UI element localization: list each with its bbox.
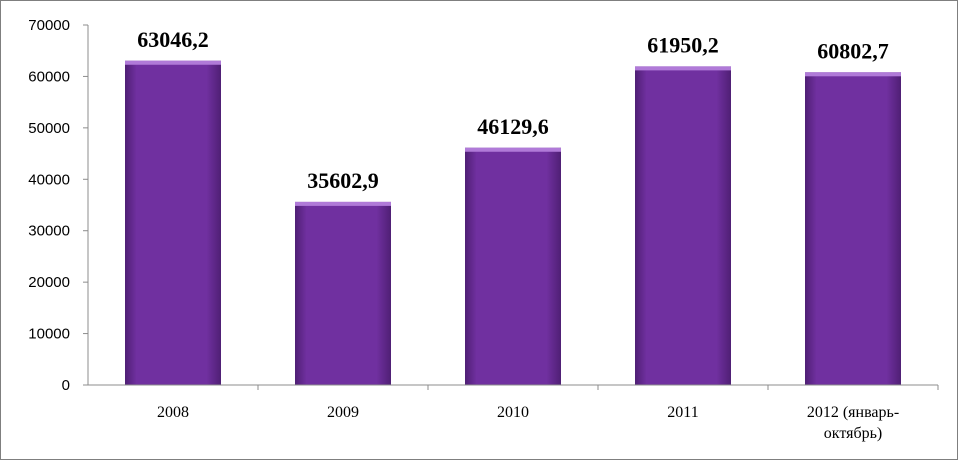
bar-0 (125, 60, 221, 386)
y-tick-label: 60000 (28, 68, 70, 85)
bar-body (465, 147, 561, 385)
x-tick-label: 2012 (январь- (807, 404, 899, 421)
bar-top-edge (635, 66, 731, 71)
bar-3 (635, 66, 731, 385)
bar-1 (295, 201, 391, 385)
data-label: 61950,2 (647, 32, 719, 57)
bar-body (805, 72, 901, 385)
x-tick-label: 2010 (497, 404, 529, 421)
bar-top-edge (805, 72, 901, 77)
y-tick-label: 30000 (28, 223, 70, 240)
y-axis-tick-labels: 0 10000 20000 30000 40000 50000 60000 70000 (28, 17, 88, 394)
bar-body (635, 66, 731, 385)
y-tick-label: 10000 (28, 326, 70, 343)
y-tick-label: 0 (62, 377, 70, 394)
x-axis-tick-labels: 2008 2009 2010 2011 2012 (январь-октябрь) (157, 385, 939, 442)
bar-top-edge (465, 147, 561, 152)
x-tick-label: 2008 (157, 404, 189, 421)
data-label: 35602,9 (307, 168, 379, 193)
y-tick-label: 70000 (28, 17, 70, 34)
data-label: 60802,7 (817, 38, 889, 63)
y-tick-label: 20000 (28, 274, 70, 291)
bar-4 (805, 72, 901, 385)
x-tick-label: 2011 (667, 404, 698, 421)
bar-2 (465, 147, 561, 385)
data-label: 63046,2 (137, 27, 209, 52)
y-tick-label: 40000 (28, 171, 70, 188)
x-tick-label: октябрь) (824, 425, 882, 442)
y-tick-label: 50000 (28, 120, 70, 137)
bar-body (125, 60, 221, 386)
bars (125, 60, 901, 386)
data-label: 46129,6 (477, 114, 549, 139)
data-labels: 63046,2 35602,9 46129,6 61950,2 60802,7 (137, 27, 889, 193)
x-tick-label: 2009 (327, 404, 359, 421)
bar-top-edge (295, 201, 391, 206)
bar-top-edge (125, 60, 221, 65)
bar-body (295, 201, 391, 385)
